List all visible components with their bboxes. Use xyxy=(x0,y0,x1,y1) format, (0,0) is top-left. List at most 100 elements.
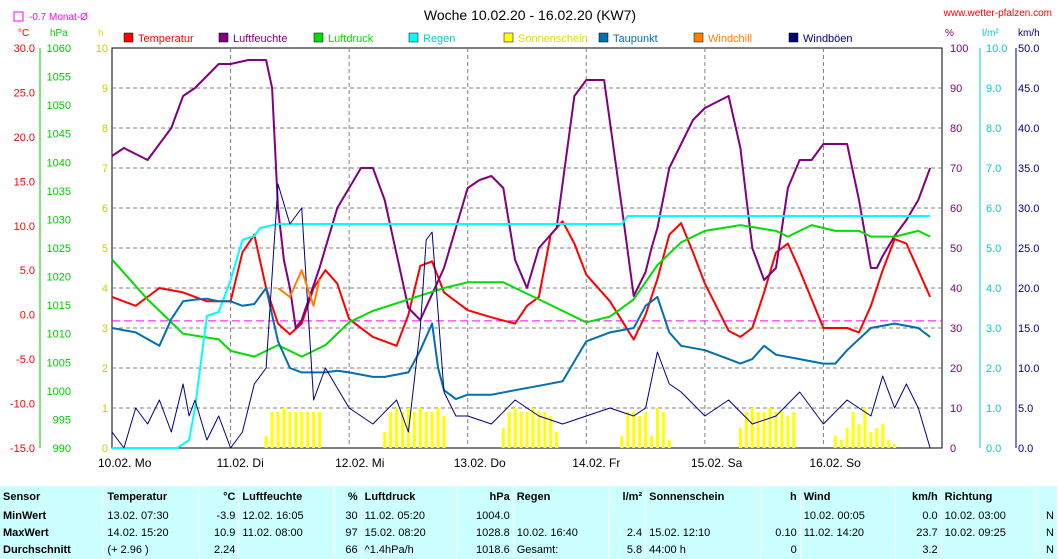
tick-label-wind: 20.0 xyxy=(1018,283,1039,295)
sunshine-bar xyxy=(762,412,766,448)
axes: -15.0 -10.0 -5.0 0.0 5.0 10.0 15.0 20.0 25.0 30.0… xyxy=(10,43,1040,470)
sunshine-bar xyxy=(893,444,897,448)
sunshine-bar xyxy=(738,428,742,448)
month-avg-label: -0.7 Monat-Ø xyxy=(29,12,88,23)
tick-label-temp: -15.0 xyxy=(10,443,35,455)
tick-label-pressure: 1050 xyxy=(47,100,71,112)
stats-row: Durchschnitt (+ 2.96 ) 2.24 66 ^1.4hPa/h 1018… xyxy=(0,541,1058,558)
axis-unit-labels: °C hPa h % l/m² km/h xyxy=(18,28,1040,39)
stats-cell xyxy=(513,507,609,524)
sunshine-bar xyxy=(786,416,790,448)
tick-label-pressure: 995 xyxy=(53,414,71,426)
tick-label-temp: 15.0 xyxy=(14,176,35,188)
x-tick-label: 16.02. So xyxy=(809,456,861,470)
tick-label-sun: 10 xyxy=(96,43,108,55)
tick-label-sun: 8 xyxy=(102,123,108,135)
stats-value: 0.0 xyxy=(895,507,942,524)
sunshine-bar xyxy=(857,424,861,448)
grid xyxy=(111,47,943,449)
legend-swatch xyxy=(693,32,704,43)
tick-label-temp: 30.0 xyxy=(14,43,35,55)
sunshine-bar xyxy=(792,412,796,448)
tick-label-temp: -10.0 xyxy=(10,399,35,411)
sunshine-bar xyxy=(869,432,873,448)
tick-label-pressure: 1025 xyxy=(47,243,71,255)
stats-cell: 13.02. 07:30 xyxy=(103,507,200,524)
sunshine-bar xyxy=(632,412,636,448)
legend-label: Taupunkt xyxy=(613,33,658,45)
stats-value xyxy=(608,507,647,524)
stats-cell: Gesamt: xyxy=(513,541,609,558)
sunshine-bar xyxy=(875,428,879,448)
stats-cell: 14.02. 15:20 xyxy=(103,524,200,541)
stats-value: 1018.6 xyxy=(456,541,514,558)
stats-header-unit: km/h xyxy=(895,486,942,507)
tick-label-rain: 9.0 xyxy=(986,83,1001,95)
tick-label-wind: 10.0 xyxy=(1018,363,1039,375)
sunshine-bar xyxy=(744,412,748,448)
wind-unit-label: km/h xyxy=(1018,28,1040,39)
sunshine-bar xyxy=(655,408,659,448)
weather-chart: Woche 10.02.20 - 16.02.20 (KW7) www.wett… xyxy=(10,7,1052,470)
stats-value: 30 xyxy=(334,507,362,524)
stats-row-label: Durchschnitt xyxy=(0,541,105,558)
tick-label-wind: 5.0 xyxy=(1018,403,1033,415)
stats-header-unit xyxy=(1036,486,1058,507)
temp-unit-label: °C xyxy=(18,28,29,39)
sunshine-bar xyxy=(756,412,760,448)
stats-value: -3.9 xyxy=(199,507,240,524)
legend-swatch xyxy=(123,32,134,43)
legend-label: Regen xyxy=(423,33,455,45)
stats-value: 0.10 xyxy=(760,524,801,541)
pressure-unit-label: hPa xyxy=(50,28,68,39)
tick-label-wind: 45.0 xyxy=(1018,83,1039,95)
tick-label-humidity: 40 xyxy=(950,283,962,295)
legend-swatch xyxy=(598,32,609,43)
sunshine-bar xyxy=(881,424,885,448)
tick-label-humidity: 30 xyxy=(950,323,962,335)
tick-label-temp: -5.0 xyxy=(16,354,35,366)
stats-header-unit: % xyxy=(334,486,362,507)
tick-label-rain: 10.0 xyxy=(986,43,1007,55)
sunshine-bar xyxy=(288,412,292,448)
stats-cell: 15.02. 08:20 xyxy=(361,524,457,541)
sunshine-bar xyxy=(531,408,535,448)
tick-label-pressure: 1040 xyxy=(47,157,71,169)
series-line-windchill xyxy=(277,269,321,307)
stats-header: Regen xyxy=(513,486,609,507)
tick-label-wind: 40.0 xyxy=(1018,123,1039,135)
tick-label-humidity: 70 xyxy=(950,163,962,175)
tick-label-pressure: 1055 xyxy=(47,72,71,84)
tick-label-wind: 30.0 xyxy=(1018,203,1039,215)
series-line-windböen xyxy=(111,183,931,449)
sunshine-bar xyxy=(774,412,778,448)
stats-cell: 15.02. 12:10 xyxy=(645,524,761,541)
tick-label-sun: 9 xyxy=(102,83,108,95)
tick-label-wind: 15.0 xyxy=(1018,323,1039,335)
stats-header: Wind xyxy=(800,486,896,507)
sunshine-bar xyxy=(661,412,665,448)
stats-header: Sensor xyxy=(0,486,105,507)
month-avg-marker xyxy=(13,11,24,22)
tick-label-wind: 0.0 xyxy=(1018,443,1033,455)
stats-cell: (+ 2.96 ) xyxy=(103,541,200,558)
sunshine-bar xyxy=(442,416,446,448)
sunshine-bar xyxy=(537,412,541,448)
tick-label-humidity: 0 xyxy=(950,443,956,455)
legend-swatch xyxy=(313,32,324,43)
sunshine-bar xyxy=(650,436,653,448)
stats-cell xyxy=(800,541,896,558)
sunshine-bar xyxy=(549,416,553,448)
tick-label-temp: 0.0 xyxy=(20,310,35,322)
sunshine-bar xyxy=(395,408,399,448)
stats-cell: 10.02. 00:05 xyxy=(800,507,896,524)
legend-swatch xyxy=(408,32,419,43)
tick-label-pressure: 1000 xyxy=(47,386,71,398)
stats-value: 3.2 xyxy=(895,541,942,558)
stats-row-label: MinWert xyxy=(0,507,105,524)
stats-header-unit: l/m² xyxy=(608,486,647,507)
sunshine-bar xyxy=(863,408,867,448)
sunshine-bar xyxy=(383,432,387,448)
tick-label-temp: 25.0 xyxy=(14,87,35,99)
legend-label: Sonnenschein xyxy=(518,33,588,45)
